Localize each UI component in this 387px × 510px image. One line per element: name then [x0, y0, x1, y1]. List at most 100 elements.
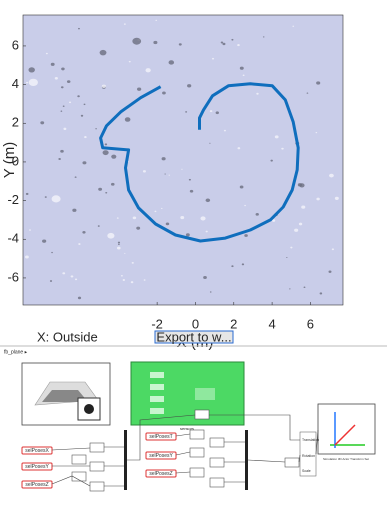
- rock: [136, 227, 140, 230]
- rock: [242, 263, 244, 265]
- rock: [102, 85, 106, 88]
- inport-label: selPosesX: [25, 448, 49, 454]
- rock: [307, 92, 309, 93]
- y-tick-label: -4: [7, 231, 19, 246]
- rock: [67, 80, 70, 83]
- sensor-icon: [150, 408, 164, 414]
- rock: [210, 291, 212, 292]
- rock: [52, 195, 61, 202]
- sensor-icon: [150, 372, 164, 378]
- rock: [189, 179, 191, 181]
- rock: [224, 130, 226, 132]
- rock: [105, 143, 107, 145]
- block: [72, 455, 86, 464]
- rock: [78, 243, 80, 245]
- rock: [75, 176, 77, 178]
- rock: [320, 292, 323, 294]
- rock: [78, 297, 81, 300]
- rock: [29, 79, 38, 86]
- rock: [28, 67, 34, 72]
- transform-block[interactable]: [318, 404, 375, 454]
- inport-label: selPosesY: [149, 453, 173, 459]
- rock: [61, 86, 64, 88]
- rock: [292, 26, 294, 27]
- rock: [316, 198, 319, 201]
- rock: [72, 209, 76, 212]
- inport-label: selPosesT: [149, 434, 172, 440]
- rock: [180, 216, 184, 219]
- rock: [270, 160, 272, 162]
- block: [190, 448, 204, 457]
- rock: [304, 286, 306, 288]
- rock: [286, 257, 287, 258]
- rock: [162, 92, 166, 95]
- rock: [335, 197, 339, 200]
- inport-label: selPosesZ: [149, 471, 172, 477]
- rock: [263, 36, 265, 37]
- rock: [29, 229, 31, 231]
- rock: [275, 135, 279, 138]
- rock: [111, 155, 116, 159]
- rock: [209, 143, 210, 144]
- rock: [124, 23, 126, 24]
- block: [285, 458, 299, 467]
- rock: [329, 174, 334, 178]
- wire: [52, 448, 90, 450]
- sensor-icon: [150, 396, 164, 402]
- rock: [240, 185, 244, 188]
- rock: [42, 240, 46, 243]
- rock: [133, 216, 136, 219]
- rock: [153, 41, 157, 44]
- rock: [190, 190, 193, 193]
- y-tick-label: 0: [12, 153, 19, 168]
- rock: [82, 231, 85, 234]
- rock: [187, 84, 191, 87]
- rock: [45, 196, 47, 198]
- rock: [237, 44, 240, 46]
- breadcrumb[interactable]: fb_plane ▸: [4, 349, 28, 355]
- rock: [216, 111, 219, 114]
- rock: [256, 93, 258, 95]
- y-tick-label: 6: [12, 37, 19, 52]
- rock: [55, 77, 58, 80]
- x-tick-label: 2: [230, 316, 237, 331]
- rock: [63, 105, 65, 106]
- rock: [60, 150, 64, 153]
- rock: [206, 231, 208, 233]
- rock: [281, 148, 283, 150]
- screen: Y (m) X (m) X: Outside Export to w... fb…: [0, 0, 387, 510]
- sensor-icon: [195, 388, 215, 400]
- y-tick-label: -2: [7, 192, 19, 207]
- wire: [248, 460, 285, 462]
- block-label: Simulation 3D Actor Transform Set: [323, 457, 369, 461]
- x-tick-label: 4: [268, 316, 275, 331]
- block: [90, 443, 104, 452]
- rock: [26, 82, 28, 84]
- rock: [164, 174, 165, 175]
- rock: [125, 117, 131, 122]
- rock: [154, 211, 156, 213]
- rock: [185, 111, 187, 113]
- rock: [181, 169, 182, 170]
- y-tick-label: 4: [12, 76, 19, 91]
- rock: [290, 247, 292, 249]
- block: [210, 438, 224, 447]
- port-label: Scale: [302, 469, 311, 473]
- block: [195, 410, 209, 419]
- rock: [129, 61, 131, 63]
- rock: [84, 104, 86, 105]
- y-tick-label: 2: [12, 115, 19, 130]
- rock: [222, 43, 225, 45]
- rock: [221, 42, 224, 44]
- block: [90, 462, 104, 471]
- block: [210, 478, 224, 487]
- rock: [210, 110, 212, 112]
- rock: [25, 255, 29, 258]
- rock: [105, 192, 107, 194]
- rock: [316, 132, 317, 133]
- x-tick-label: 6: [307, 316, 314, 331]
- export-button-label[interactable]: Export to w...: [156, 329, 231, 344]
- rock: [95, 128, 97, 129]
- rock: [82, 161, 86, 164]
- rock: [78, 28, 80, 30]
